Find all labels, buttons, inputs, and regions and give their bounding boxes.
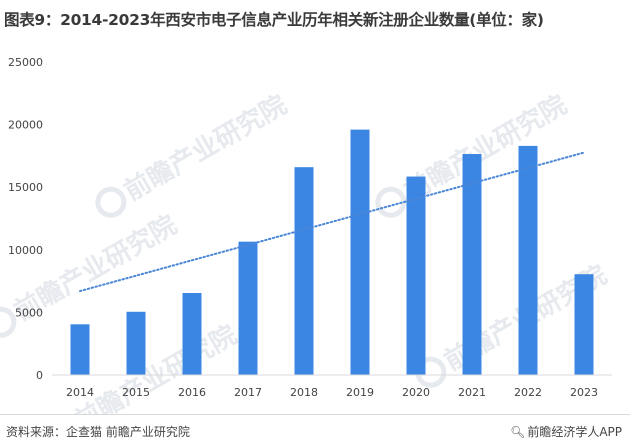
x-tick-label: 2022 [514,386,542,399]
bar-2022 [518,145,538,375]
y-tick-label: 0 [36,369,43,382]
bar-2023 [574,274,594,375]
watermark-logo-icon [95,186,127,218]
chart-area: 前瞻产业研究院前瞻产业研究院前瞻产业研究院前瞻产业研究院前瞻产业研究院 0500… [0,40,630,415]
bar-2015 [126,311,146,375]
x-axis-ticks: 2014 2015 2016 2017 2018 2019 2020 2021 2022 2023 [66,386,598,399]
x-tick-label: 2016 [178,386,206,399]
x-tick-label: 2017 [234,386,262,399]
watermark-logo-icon [375,186,407,218]
y-tick-label: 15000 [8,181,43,194]
watermark: 前瞻产业研究院 [95,89,292,218]
watermark-logo-icon [0,306,17,338]
y-tick-label: 5000 [15,306,43,319]
bar-2020 [406,176,426,375]
bar-2019 [350,129,370,375]
watermark-text: 前瞻产业研究院 [119,89,292,207]
y-tick-label: 20000 [8,119,43,132]
x-tick-label: 2019 [346,386,374,399]
watermark-text: 前瞻产业研究院 [69,319,242,415]
x-tick-label: 2014 [66,386,94,399]
brand-label: 🔍︎ 前瞻经济学人APP [510,423,622,440]
footer: 资料来源：企查猫 前瞻产业研究院 🔍︎ 前瞻经济学人APP [0,414,630,448]
bar-2014 [70,324,90,375]
chart-title: 图表9：2014-2023年西安市电子信息产业历年相关新注册企业数量(单位：家) [4,11,544,29]
y-tick-label: 10000 [8,244,43,257]
bar-2016 [182,292,202,375]
bars [70,129,594,375]
bar-2018 [294,167,314,375]
x-tick-label: 2020 [402,386,430,399]
y-tick-label: 25000 [8,56,43,69]
x-tick-label: 2021 [458,386,486,399]
x-tick-label: 2018 [290,386,318,399]
brand-text: 前瞻经济学人APP [527,425,622,439]
trend-line [79,151,585,293]
y-axis-ticks: 0 5000 10000 15000 20000 25000 [8,56,43,382]
source-note: 资料来源：企查猫 前瞻产业研究院 [6,425,190,439]
x-tick-label: 2015 [122,386,150,399]
bar-chart: 前瞻产业研究院前瞻产业研究院前瞻产业研究院前瞻产业研究院前瞻产业研究院 0500… [0,56,612,415]
watermark: 前瞻产业研究院 [0,209,182,338]
x-tick-label: 2023 [570,386,598,399]
search-icon: 🔍︎ [510,425,526,439]
bar-2021 [462,154,482,375]
bar-2017 [238,241,258,375]
